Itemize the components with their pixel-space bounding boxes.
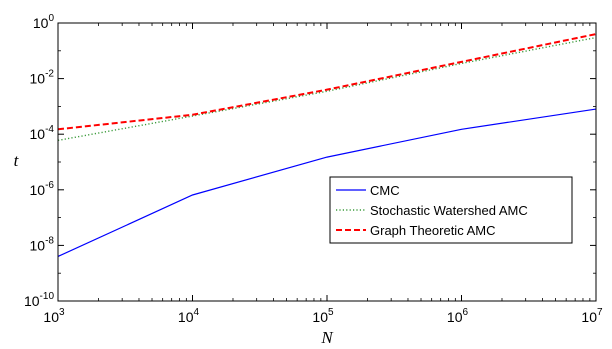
tick-exponent: 4 [194,307,200,318]
tick-base: 10 [30,237,46,253]
x-tick-label: 106 [447,307,469,325]
tick-exponent: 7 [597,307,603,318]
plot-frame [57,22,597,302]
series-line-1 [57,36,597,142]
tick-base: 10 [24,293,40,309]
y-tick-label: 10-8 [30,235,55,253]
tick-exponent: 3 [59,307,65,318]
tick-exponent: -6 [45,180,54,191]
legend-label-2: Graph Theoretic AMC [370,223,495,238]
tick-exponent: 5 [328,307,334,318]
tick-exponent: -10 [40,291,55,302]
tick-base: 10 [33,15,49,31]
tick-base: 10 [30,71,46,87]
x-tick-label: 105 [312,307,334,325]
tick-exponent: -8 [45,235,54,246]
x-tick-label: 103 [43,307,65,325]
tick-base: 10 [581,309,597,325]
y-tick-label: 100 [33,13,55,31]
tick-base: 10 [30,182,46,198]
tick-exponent: -4 [45,124,54,135]
y-tick-label: 10-10 [24,291,54,309]
legend-label-0: CMC [370,183,400,198]
tick-exponent: 0 [48,13,54,24]
series-line-0 [57,108,597,258]
tick-base: 10 [312,309,328,325]
legend-label-1: Stochastic Watershed AMC [370,203,528,218]
tick-base: 10 [178,309,194,325]
tick-base: 10 [447,309,463,325]
series-line-2 [57,33,597,131]
x-tick-label: 104 [178,307,200,325]
series-layer [57,33,597,258]
tick-base: 10 [30,126,46,142]
tick-exponent: 6 [463,307,469,318]
legend: CMC Stochastic Watershed AMC Graph Theoret… [329,176,573,244]
x-axis-label: N [320,328,334,347]
tick-exponent: -2 [45,69,54,80]
x-tick-label: 107 [581,307,603,325]
tick-base: 10 [43,309,59,325]
y-tick-label: 10-4 [30,124,55,142]
y-tick-label: 10-6 [30,180,55,198]
y-tick-label: 10-2 [30,69,55,87]
legend-box [329,176,573,244]
y-axis-label: t [14,151,20,170]
